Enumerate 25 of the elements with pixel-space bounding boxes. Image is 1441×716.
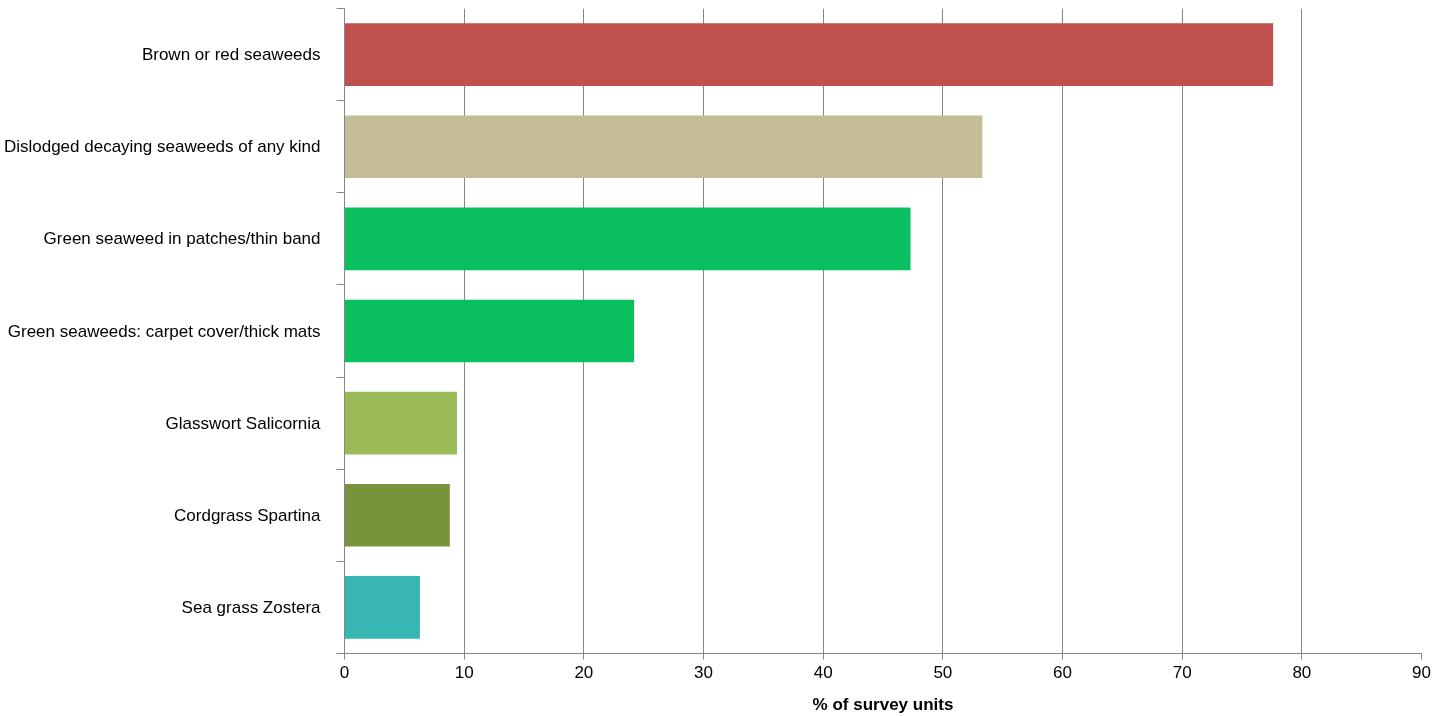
x-tick-label: 30 (694, 662, 713, 682)
x-tick-label: 60 (1053, 662, 1072, 682)
bar (344, 391, 457, 455)
x-axis-title: % of survey units (812, 694, 954, 714)
y-tick-label: Dislodged decaying seaweeds of any kind (3, 137, 321, 157)
bar (344, 23, 1274, 86)
y-tick-label: Green seaweed in patches/thin band (43, 229, 321, 249)
bar (344, 207, 911, 271)
x-tick-label: 40 (813, 662, 833, 682)
x-tick-label: 70 (1172, 662, 1192, 682)
x-tick-label: 20 (574, 662, 594, 682)
x-tick-label: 10 (454, 662, 474, 682)
bar (344, 115, 983, 179)
x-tick-label: 80 (1292, 662, 1312, 682)
y-tick-label: Brown or red seaweeds (141, 45, 321, 65)
y-tick-label: Cordgrass Spartina (174, 505, 322, 525)
y-tick-label: Glasswort Salicornia (165, 413, 322, 433)
bar (344, 576, 420, 639)
y-tick-label: Green seaweeds: carpet cover/thick mats (7, 321, 321, 341)
bar (344, 299, 635, 363)
y-tick-label: Sea grass Zostera (181, 597, 322, 617)
x-tick-label: 0 (339, 662, 350, 682)
x-tick-label: 90 (1412, 662, 1431, 682)
bar (344, 483, 450, 547)
x-tick-label: 50 (933, 662, 953, 682)
